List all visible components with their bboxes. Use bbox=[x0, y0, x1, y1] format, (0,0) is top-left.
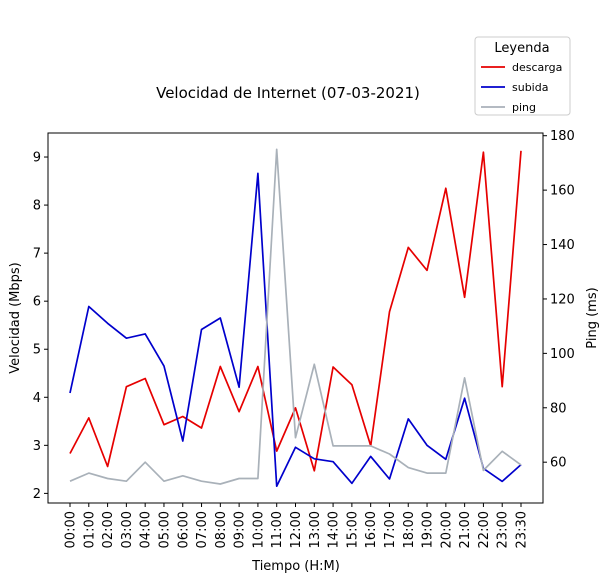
x-tick-label: 04:00 bbox=[139, 511, 154, 548]
y-axis-right: 60 80 100 120 140 160 180 bbox=[543, 129, 575, 471]
y-tick-label: 4 bbox=[33, 391, 41, 406]
x-tick-label: 20:00 bbox=[439, 511, 454, 548]
y2-tick-label: 180 bbox=[550, 129, 575, 144]
series-line-descarga bbox=[69, 150, 522, 472]
y-tick-label: 5 bbox=[33, 343, 41, 358]
x-tick-label: 19:00 bbox=[421, 511, 436, 548]
x-tick-label: 06:00 bbox=[176, 511, 191, 548]
x-tick-label: 15:00 bbox=[345, 511, 360, 548]
legend-label-subida: subida bbox=[512, 81, 548, 94]
x-tick-label: 00:00 bbox=[64, 511, 79, 548]
x-tick-label: 22:00 bbox=[477, 511, 492, 548]
x-tick-label: 17:00 bbox=[383, 511, 398, 548]
x-tick-label: 16:00 bbox=[364, 511, 379, 548]
x-axis: 00:00 01:00 02:00 03:00 04:00 05:00 06:00 07:00… bbox=[64, 503, 530, 548]
x-tick-label: 08:00 bbox=[214, 511, 229, 548]
legend: Leyenda descarga subida ping bbox=[474, 36, 571, 116]
y2-tick-label: 120 bbox=[550, 292, 575, 307]
x-tick-label: 03:00 bbox=[120, 511, 135, 548]
x-tick-label: 12:00 bbox=[289, 511, 304, 548]
y-tick-label: 2 bbox=[33, 487, 41, 502]
y2-tick-label: 140 bbox=[550, 238, 575, 253]
y-tick-label: 9 bbox=[33, 151, 41, 166]
x-tick-label: 11:00 bbox=[270, 511, 285, 548]
x-tick-label: 10:00 bbox=[251, 511, 266, 548]
y2-axis-label: Ping (ms) bbox=[585, 287, 600, 348]
legend-label-ping: ping bbox=[512, 101, 536, 114]
y2-tick-label: 80 bbox=[550, 401, 567, 416]
x-tick-label: 02:00 bbox=[101, 511, 116, 548]
y-axis-label: Velocidad (Mbps) bbox=[8, 262, 23, 373]
x-tick-label: 05:00 bbox=[158, 511, 173, 548]
legend-title: Leyenda bbox=[494, 41, 549, 56]
x-tick-label: 13:00 bbox=[308, 511, 323, 548]
y-tick-label: 6 bbox=[33, 295, 41, 310]
legend-label-descarga: descarga bbox=[512, 61, 562, 74]
x-tick-label: 09:00 bbox=[233, 511, 248, 548]
plot-lines bbox=[69, 148, 522, 488]
series-line-subida bbox=[69, 172, 522, 488]
y2-tick-label: 60 bbox=[550, 456, 567, 471]
y-tick-label: 8 bbox=[33, 199, 41, 214]
y-tick-label: 3 bbox=[33, 439, 41, 454]
x-tick-label: 23:30 bbox=[515, 511, 530, 548]
legend-box bbox=[474, 36, 571, 116]
series-line-ping bbox=[69, 148, 522, 485]
y2-tick-label: 100 bbox=[550, 347, 575, 362]
y-tick-label: 7 bbox=[33, 247, 41, 262]
x-tick-label: 01:00 bbox=[82, 511, 97, 548]
x-axis-label: Tiempo (H:M) bbox=[251, 559, 340, 574]
x-tick-label: 21:00 bbox=[458, 511, 473, 548]
x-tick-label: 23:00 bbox=[496, 511, 511, 548]
y2-tick-label: 160 bbox=[550, 184, 575, 199]
x-tick-label: 18:00 bbox=[402, 511, 417, 548]
chart-title: Velocidad de Internet (07-03-2021) bbox=[156, 84, 420, 102]
y-axis-left: 2 3 4 5 6 7 8 9 bbox=[33, 151, 48, 502]
x-tick-label: 07:00 bbox=[195, 511, 210, 548]
x-tick-label: 14:00 bbox=[327, 511, 342, 548]
